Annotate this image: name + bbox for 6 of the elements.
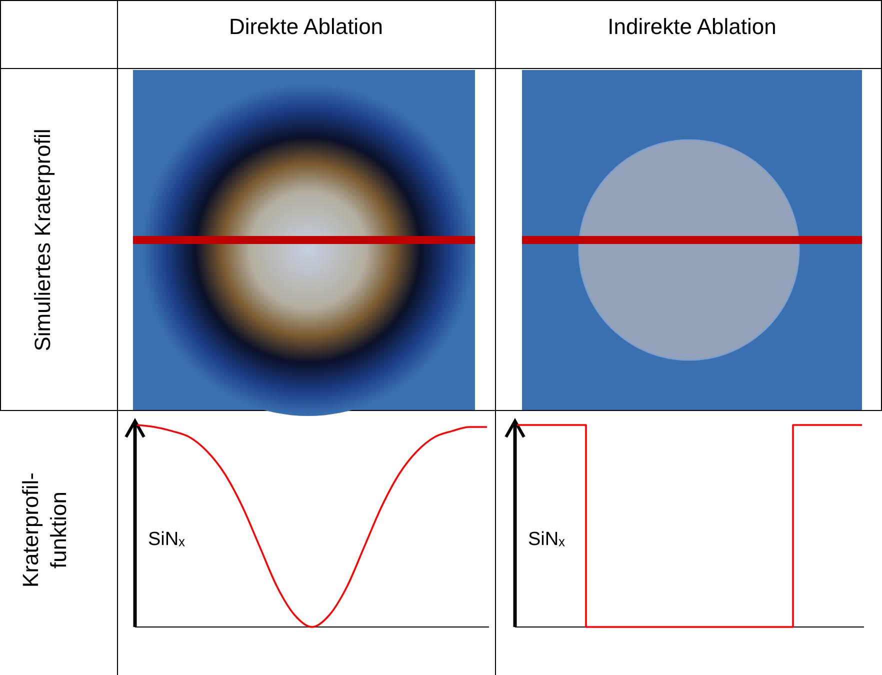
chart-title: Direkte Ablation bbox=[228, 14, 384, 39]
y-axis-title: SiNₓ bbox=[148, 529, 186, 550]
text: Kraterprofil-funktion bbox=[18, 472, 71, 588]
text: Simuliertes Kraterprofil bbox=[30, 128, 55, 352]
chart-title: Indirekte Ablation bbox=[608, 14, 776, 39]
y-axis-title: SiNₓ bbox=[528, 529, 566, 550]
